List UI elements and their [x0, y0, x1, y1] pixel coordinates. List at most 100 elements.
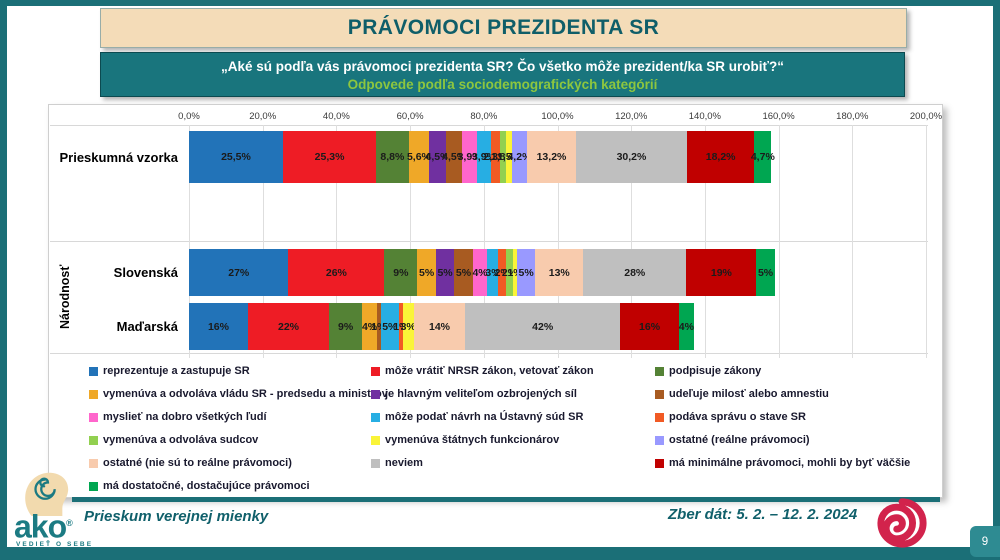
axis-tick-label: 140,0%	[688, 111, 721, 122]
bar-segment: 3%	[485, 249, 501, 296]
bar-segment-label: 16%	[639, 320, 661, 333]
bar-segment-label: 3%	[400, 320, 416, 333]
bar-segment-label: 5%	[455, 266, 472, 279]
legend-item: podpisuje zákony	[655, 364, 761, 378]
legend-item: neviem	[371, 456, 423, 470]
bar-segment-label: 9%	[393, 266, 409, 279]
bar-segment: 16%	[189, 303, 248, 350]
bar-segment-label: 5,6%	[406, 151, 431, 163]
axis-tick-label: 0,0%	[178, 111, 200, 122]
category-label: Prieskumná vzorka	[59, 149, 178, 165]
bar-segment-label: 4,5%	[425, 151, 450, 163]
bar-segment: 8,8%	[376, 131, 409, 183]
frame-right	[993, 0, 1000, 560]
bar-segment: 5%	[417, 249, 436, 296]
footer-divider	[72, 497, 940, 502]
legend-label: má dostatočné, dostačujúce právomoci	[103, 480, 310, 492]
bar-segment: 3%	[400, 303, 416, 350]
legend-item: môže podať návrh na Ústavný súd SR	[371, 410, 583, 424]
legend-item: udeľuje milosť alebo amnestiu	[655, 387, 829, 401]
bar-segment: 9%	[384, 249, 418, 296]
legend-label: reprezentuje a zastupuje SR	[103, 365, 250, 377]
bar-segment-label: 5%	[518, 266, 534, 279]
subtitle-bar: „Aké sú podľa vás právomoci prezidenta S…	[100, 52, 905, 97]
bar-segment-label: 13,2%	[536, 151, 567, 163]
gridline	[483, 125, 485, 358]
category-label: Maďarská	[116, 319, 178, 334]
legend-swatch	[655, 366, 664, 376]
legend-label: neviem	[385, 457, 423, 469]
frame-top	[0, 0, 1000, 6]
bar-segment-label: 16%	[207, 320, 229, 333]
bar-segment-label: 4%	[472, 266, 488, 279]
bar-segment-label: 3,9%	[471, 151, 496, 163]
legend-swatch	[89, 435, 98, 445]
legend-item: vymenúva a odvoláva vládu SR - predsedu …	[89, 387, 388, 401]
bar-segment: 30,2%	[575, 131, 688, 183]
bar-segment: 4%	[362, 303, 377, 350]
bar-segment: 5%	[435, 249, 455, 296]
axis-tick-label: 80,0%	[470, 111, 498, 122]
legend-swatch	[89, 389, 98, 399]
legend-swatch	[89, 458, 98, 468]
bar-segment-label: 27%	[228, 266, 250, 279]
bar-segment: 16%	[620, 303, 680, 350]
legend-label: môže vrátiť NRSR zákon, vetovať zákon	[385, 365, 594, 377]
bar-segment: 5%	[454, 249, 473, 296]
bar-segment: 4,2%	[507, 131, 531, 183]
bar-segment-label: 8,8%	[380, 151, 405, 163]
gridline	[704, 125, 706, 358]
bar-segment: 4,5%	[442, 131, 466, 183]
bar-segment: 18,2%	[687, 131, 755, 183]
axis-tick-label: 160,0%	[762, 111, 795, 122]
frame-bottom	[0, 547, 1000, 560]
legend-label: myslieť na dobro všetkých ľudí	[103, 411, 267, 423]
ako-logo-wordmark: ako®	[14, 506, 73, 544]
bar-segment: 5,6%	[406, 131, 431, 183]
chart-card: Národnosť 0,0% 20,0% 40,0% 60,0% 80,0% 100,0%…	[48, 104, 943, 498]
bar-segment: 5%	[380, 303, 399, 350]
legend-swatch	[89, 481, 98, 491]
bar-row: 16% 22% 9% 4% 1% 5% 1% 3% 14% 42% 16% 4%	[189, 303, 694, 350]
bar-segment-label: 26%	[325, 266, 347, 279]
legend-swatch	[655, 458, 664, 468]
axis-tick-label: 180,0%	[836, 111, 869, 122]
bar-segment: 26%	[288, 249, 385, 296]
bar-segment: 42%	[465, 303, 621, 350]
gridline	[778, 125, 780, 358]
bar-segment-label: 9%	[338, 320, 354, 333]
bar-row: 25,5% 25,3% 8,8% 5,6% 4,5% 4,5% 3,9% 3,9% 2,3% 1,…	[189, 131, 775, 183]
bar-segment-label: 25,5%	[221, 151, 251, 163]
bar-segment: 9%	[329, 303, 363, 350]
bar-segment-label: 25,3%	[314, 151, 345, 163]
bar-segment-label: 22%	[277, 320, 299, 333]
legend-label: vymenúva a odvoláva vládu SR - predsedu …	[103, 388, 388, 400]
legend-item: reprezentuje a zastupuje SR	[89, 364, 250, 378]
legend-label: má minimálne právomoci, mohli by byť väč…	[669, 457, 911, 469]
legend-item: vymenúva a odvoláva sudcov	[89, 433, 258, 447]
gridline	[926, 125, 927, 358]
axis-tick-label: 120,0%	[615, 111, 648, 122]
bar-segment: 25,5%	[189, 131, 283, 183]
bar-segment-label: 4,5%	[442, 151, 467, 163]
legend-label: vymenúva štátnych funkcionárov	[385, 434, 560, 446]
bar-segment-label: 30,2%	[616, 151, 647, 163]
bar-segment-label: 19%	[710, 266, 732, 279]
ako-head-logo-icon	[25, 472, 69, 516]
bar-segment-label: 18,2%	[705, 151, 736, 163]
bar-segment-label: 14%	[428, 320, 451, 333]
bar-segment-label: 5%	[437, 266, 453, 279]
gridline	[410, 125, 412, 358]
survey-question: „Aké sú podľa vás právomoci prezidenta S…	[220, 59, 785, 74]
bar-segment-label: 42%	[532, 320, 554, 333]
axis-tick-label: 20,0%	[249, 111, 277, 122]
bar-segment-label: 5%	[419, 266, 435, 279]
axis-tick-label: 200,0%	[909, 111, 943, 122]
legend-swatch	[371, 389, 380, 399]
axis-tick-label: 60,0%	[396, 111, 424, 122]
page-number: 9	[981, 535, 989, 548]
legend-label: ostatné (nie sú to reálne právomoci)	[103, 457, 292, 469]
spiral-logo-icon	[877, 498, 927, 548]
gridline	[557, 125, 559, 358]
bar-segment-label: 5%	[382, 320, 398, 333]
